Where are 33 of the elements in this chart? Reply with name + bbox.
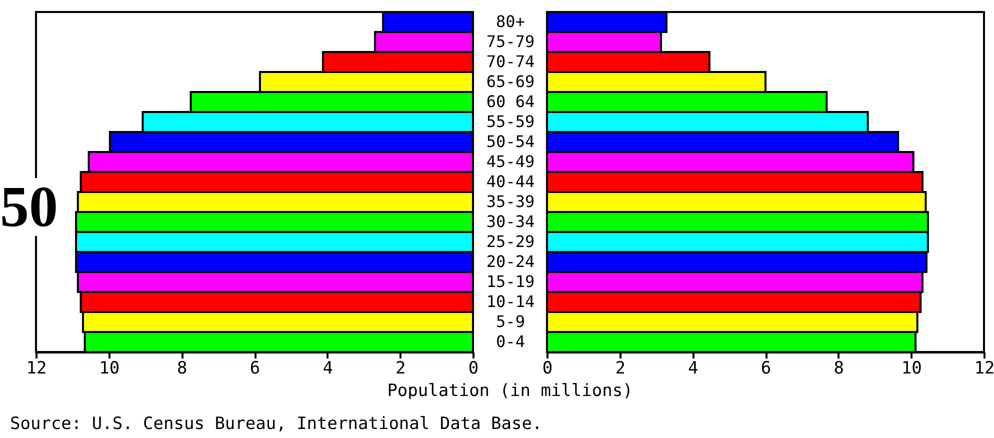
- x-tick-label: 2: [615, 358, 626, 378]
- x-tick-label: 10: [901, 358, 922, 378]
- y-tick-label: 65-69: [486, 72, 535, 91]
- x-tick-label: 2: [396, 358, 406, 378]
- x-tick-label: 4: [688, 358, 698, 378]
- x-tick-label: 12: [974, 358, 994, 378]
- y-tick-label: 75-79: [486, 32, 535, 51]
- y-tick-label: 35-39: [486, 192, 535, 211]
- y-tick-label: 80+: [496, 12, 525, 31]
- y-tick-label: 50-54: [486, 132, 535, 151]
- y-tick-label: 5-9: [496, 312, 525, 331]
- y-tick-label: 15-19: [486, 272, 535, 291]
- x-tick-label: 10: [99, 358, 120, 378]
- y-tick-label: 0-4: [496, 332, 525, 351]
- x-tick-label: 12: [26, 358, 47, 378]
- annotation: 50: [0, 174, 58, 239]
- x-tick-label: 6: [760, 358, 772, 378]
- y-tick-label: 55-59: [486, 112, 535, 131]
- x-tick-label: 8: [177, 358, 188, 378]
- y-tick-label: 70-74: [486, 52, 535, 71]
- x-tick-label: 8: [834, 358, 844, 378]
- y-tick-label: 45-49: [486, 152, 535, 171]
- x-tick-label: 6: [250, 358, 260, 378]
- y-tick-label: 20-24: [486, 252, 535, 271]
- x-tick-label: 0: [468, 358, 479, 378]
- y-tick-label: 60 64: [486, 92, 535, 111]
- x-tick-label: 0: [542, 358, 553, 378]
- source-note: Source: U.S. Census Bureau, International Data Base.: [10, 414, 542, 434]
- y-tick-label: 40-44: [486, 172, 535, 191]
- x-tick-label: 4: [322, 358, 333, 378]
- y-tick-label: 25-29: [486, 232, 535, 251]
- y-tick-label: 10-14: [486, 292, 535, 311]
- y-tick-label: 30-34: [486, 212, 535, 231]
